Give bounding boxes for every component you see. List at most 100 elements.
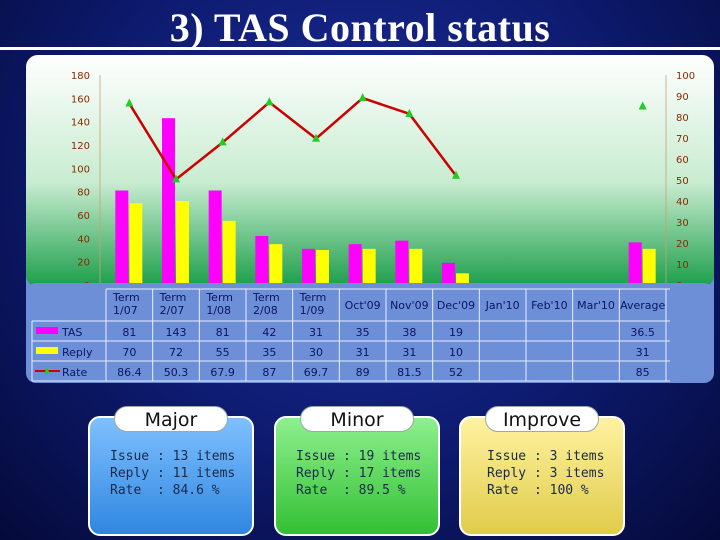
bar-reply bbox=[409, 248, 423, 285]
bar-tas bbox=[115, 190, 129, 285]
chart-panel: 0204060801001201401601800102030405060708… bbox=[26, 55, 714, 383]
improve-issue: Issue : 3 items bbox=[487, 449, 605, 464]
x-category-label: 1/08 bbox=[206, 304, 231, 317]
x-category-label: Mar'10 bbox=[577, 299, 615, 312]
y-left-tick-label: 180 bbox=[71, 71, 90, 82]
y-right-tick-label: 80 bbox=[676, 113, 689, 124]
bar-reply bbox=[222, 220, 236, 285]
bar-tas bbox=[395, 240, 409, 285]
x-category-label: Jan'10 bbox=[485, 299, 520, 312]
x-category-label: Oct'09 bbox=[345, 299, 381, 312]
minor-reply: Reply : 17 items bbox=[296, 466, 422, 481]
data-label-rate: 85 bbox=[636, 366, 650, 379]
data-label-reply: 55 bbox=[216, 346, 230, 359]
improve-tab: Improve bbox=[485, 406, 599, 432]
bar-reply bbox=[456, 273, 469, 285]
x-category-label: 1/07 bbox=[113, 304, 138, 317]
line-rate bbox=[128, 96, 457, 182]
data-label-rate: 50.3 bbox=[164, 366, 189, 379]
x-category-label: Term bbox=[112, 291, 140, 304]
data-label-tas: 143 bbox=[166, 326, 187, 339]
data-label-rate: 86.4 bbox=[117, 366, 142, 379]
y-right-tick-label: 70 bbox=[676, 134, 689, 145]
data-label-reply: 72 bbox=[169, 346, 183, 359]
data-label-reply: 10 bbox=[449, 346, 463, 359]
bar-reply bbox=[642, 248, 656, 285]
bar-tas bbox=[302, 248, 315, 285]
bar-reply bbox=[316, 250, 329, 285]
y-left-tick-label: 100 bbox=[71, 164, 90, 175]
bar-reply bbox=[269, 244, 283, 285]
marker-rate bbox=[452, 170, 460, 179]
page-title: 3) TAS Control status bbox=[169, 5, 551, 50]
data-label-reply: 31 bbox=[636, 346, 650, 359]
marker-rate bbox=[312, 133, 320, 142]
data-label-rate: 67.9 bbox=[210, 366, 235, 379]
data-label-rate: 69.7 bbox=[304, 366, 329, 379]
legend-label-reply: Reply bbox=[62, 346, 93, 359]
minor-card: Issue : 19 items Reply : 17 items Rate :… bbox=[274, 416, 440, 536]
data-label-rate: 52 bbox=[449, 366, 463, 379]
marker-rate bbox=[638, 101, 647, 110]
x-category-label: Dec'09 bbox=[437, 299, 475, 312]
y-right-tick-label: 100 bbox=[676, 71, 695, 82]
improve-reply: Reply : 3 items bbox=[487, 466, 605, 481]
x-category-label: Term bbox=[252, 291, 280, 304]
major-tab: Major bbox=[114, 406, 228, 432]
bar-reply bbox=[176, 201, 189, 285]
minor-card-lines: Issue : 19 items Reply : 17 items Rate :… bbox=[296, 448, 421, 499]
y-right-tick-label: 40 bbox=[676, 197, 689, 208]
y-left-tick-label: 40 bbox=[77, 234, 90, 245]
data-label-tas: 81 bbox=[122, 326, 136, 339]
y-left-tick-label: 140 bbox=[71, 118, 90, 129]
data-label-reply: 31 bbox=[402, 346, 416, 359]
data-label-rate: 87 bbox=[262, 366, 276, 379]
y-left-tick-label: 120 bbox=[71, 141, 90, 152]
plot-background bbox=[26, 55, 714, 287]
bar-tas bbox=[628, 242, 642, 285]
legend-label-tas: TAS bbox=[61, 326, 82, 339]
major-card: Issue : 13 items Reply : 11 items Rate :… bbox=[88, 416, 254, 536]
data-label-tas: 35 bbox=[356, 326, 370, 339]
improve-card: Issue : 3 items Reply : 3 items Rate : 1… bbox=[459, 416, 625, 536]
marker-rate bbox=[358, 93, 367, 102]
y-right-tick-label: 60 bbox=[676, 155, 689, 166]
y-left-tick-label: 60 bbox=[77, 211, 90, 222]
major-reply: Reply : 11 items bbox=[110, 466, 236, 481]
data-table-background bbox=[26, 283, 714, 383]
tas-chart: 0204060801001201401601800102030405060708… bbox=[26, 55, 714, 383]
minor-issue: Issue : 19 items bbox=[296, 449, 422, 464]
data-label-tas: 31 bbox=[309, 326, 323, 339]
bar-tas bbox=[208, 190, 222, 285]
bar-tas bbox=[162, 118, 175, 285]
y-right-tick-label: 50 bbox=[676, 176, 689, 187]
x-category-label: 2/07 bbox=[160, 304, 185, 317]
x-category-label: Average bbox=[620, 299, 665, 312]
bar-tas bbox=[348, 244, 362, 285]
data-label-tas: 38 bbox=[402, 326, 416, 339]
data-label-tas: 42 bbox=[262, 326, 276, 339]
bar-reply bbox=[362, 248, 376, 285]
x-category-label: Term bbox=[205, 291, 233, 304]
x-category-label: 1/09 bbox=[300, 304, 325, 317]
bar-reply bbox=[129, 203, 143, 285]
improve-rate: Rate : 100 % bbox=[487, 483, 589, 498]
bar-tas bbox=[255, 236, 269, 285]
data-label-tas: 36.5 bbox=[630, 326, 655, 339]
data-label-tas: 81 bbox=[216, 326, 230, 339]
legend-key-reply bbox=[36, 347, 58, 354]
major-issue: Issue : 13 items bbox=[110, 449, 236, 464]
minor-tab: Minor bbox=[300, 406, 414, 432]
x-category-label: Term bbox=[159, 291, 187, 304]
data-label-tas: 19 bbox=[449, 326, 463, 339]
title-rule bbox=[0, 47, 720, 50]
major-rate: Rate : 84.6 % bbox=[110, 483, 220, 498]
data-label-rate: 89 bbox=[356, 366, 370, 379]
y-left-tick-label: 160 bbox=[71, 94, 90, 105]
legend-key-tas bbox=[36, 327, 58, 334]
x-category-label: Nov'09 bbox=[390, 299, 429, 312]
data-label-rate: 81.5 bbox=[397, 366, 422, 379]
marker-rate bbox=[405, 108, 414, 117]
y-right-tick-label: 30 bbox=[676, 218, 689, 229]
y-right-tick-label: 10 bbox=[676, 260, 689, 271]
